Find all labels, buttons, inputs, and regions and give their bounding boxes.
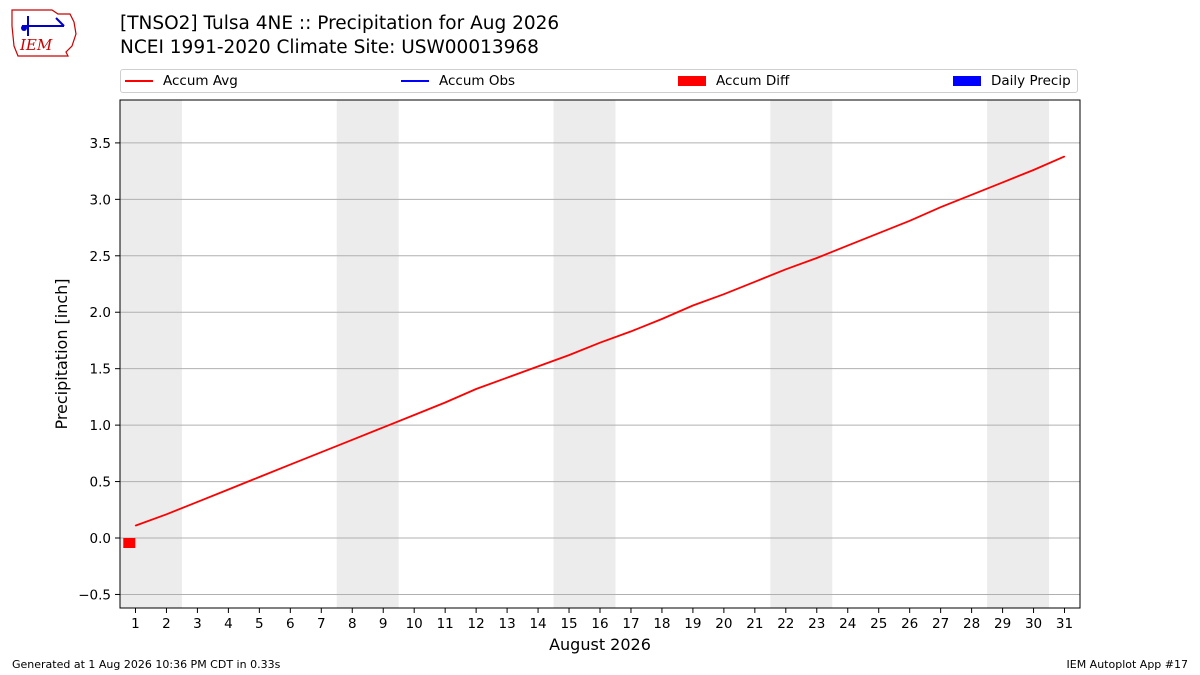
chart-title: [TNSO2] Tulsa 4NE :: Precipitation for A… [120,13,560,34]
accum-avg-point-day-15 [568,354,570,356]
x-tick-label-20: 20 [715,616,732,632]
x-tick-label-6: 6 [286,616,295,632]
x-tick-label-30: 30 [1025,616,1042,632]
accum-avg-point-day-12 [475,388,477,390]
x-tick-label-15: 15 [560,616,577,632]
legend-item-accum-avg: Accum Avg [125,73,238,89]
legend-swatch-daily-precip [953,76,981,86]
footer-generated-text: Generated at 1 Aug 2026 10:36 PM CDT in … [12,658,281,671]
x-tick-label-13: 13 [499,616,516,632]
y-tick-label-3: 1.0 [90,418,111,434]
legend-label-accum-avg: Accum Avg [163,73,238,89]
accum-avg-point-day-27 [940,206,942,208]
accum-avg-point-day-17 [630,330,632,333]
accum-avg-point-day-26 [909,220,911,222]
legend-swatch-accum-avg [125,80,153,82]
accum-avg-point-day-20 [723,293,725,295]
accum-avg-point-day-14 [537,365,539,368]
accum-avg-point-day-11 [444,401,446,404]
legend: Accum Avg Accum Obs Accum Diff Daily Pre… [120,69,1078,93]
accum-avg-point-day-18 [661,318,663,320]
accum-avg-point-day-30 [1032,169,1035,171]
legend-label-accum-obs: Accum Obs [439,73,516,89]
x-tick-label-9: 9 [379,616,388,632]
x-tick-label-25: 25 [870,616,887,632]
x-tick-label-3: 3 [193,616,202,632]
accum-avg-point-day-1 [134,524,137,527]
legend-item-daily-precip: Daily Precip [953,73,1071,89]
x-tick-label-5: 5 [255,616,264,632]
x-tick-label-19: 19 [684,616,701,632]
legend-label-daily-precip: Daily Precip [991,73,1071,89]
x-tick-label-17: 17 [622,616,639,632]
accum-avg-point-day-29 [1001,181,1004,184]
legend-swatch-accum-diff [678,76,706,86]
x-tick-label-7: 7 [317,616,326,632]
accum-avg-point-day-5 [258,476,260,478]
x-tick-label-8: 8 [348,616,357,632]
accum-avg-point-day-25 [878,232,880,234]
accum-avg-point-day-16 [599,342,601,344]
x-tick-label-28: 28 [963,616,980,632]
x-axis-label: August 2026 [549,635,651,654]
legend-item-accum-obs: Accum Obs [401,73,515,89]
y-axis-label: Precipitation [inch] [52,278,71,429]
accum-avg-point-day-31 [1063,155,1066,158]
x-tick-label-16: 16 [591,616,608,632]
accum-avg-point-day-10 [413,414,415,416]
x-tick-label-12: 12 [468,616,485,632]
y-tick-label-7: 3.0 [90,192,111,208]
y-tick-label-4: 1.5 [90,362,111,378]
accum-avg-point-day-24 [847,245,849,247]
accum-avg-point-day-13 [506,377,508,379]
weekend-band-1 [120,100,182,608]
weekend-band-4 [770,100,833,608]
x-tick-label-11: 11 [437,616,454,632]
chart-subtitle: NCEI 1991-2020 Climate Site: USW00013968 [120,37,539,58]
accum-avg-point-day-3 [196,501,199,503]
x-tick-label-27: 27 [932,616,949,632]
y-tick-label-5: 2.0 [90,305,111,321]
accum-avg-point-day-19 [692,304,694,307]
accum-diff-bar-1 [123,538,136,549]
legend-label-accum-diff: Accum Diff [716,73,790,89]
accum-avg-point-day-6 [289,464,291,466]
x-tick-label-22: 22 [777,616,794,632]
x-tick-label-10: 10 [406,616,423,632]
y-tick-label-8: 3.5 [90,136,111,152]
accum-avg-point-day-2 [165,513,168,515]
accum-avg-point-day-28 [971,194,973,196]
x-tick-label-31: 31 [1056,616,1073,632]
y-tick-label-2: 0.5 [90,475,111,491]
x-tick-label-29: 29 [994,616,1011,632]
legend-item-accum-diff: Accum Diff [678,73,789,89]
y-tick-label-1: 0.0 [90,531,111,547]
accum-avg-point-day-22 [785,268,787,270]
x-tick-label-18: 18 [653,616,670,632]
x-tick-label-4: 4 [224,616,233,632]
accum-avg-point-day-7 [320,451,322,453]
y-tick-label-6: 2.5 [90,249,111,265]
accum-avg-point-day-4 [227,488,229,491]
accum-avg-point-day-8 [351,439,353,441]
accum-avg-point-day-21 [754,281,756,283]
y-tick-label-0: −0.5 [78,587,111,603]
x-tick-label-14: 14 [529,616,546,632]
weekend-band-3 [553,100,616,608]
x-tick-label-24: 24 [839,616,856,632]
x-tick-label-23: 23 [808,616,825,632]
footer-app-id: IEM Autoplot App #17 [1066,658,1189,671]
weekend-band-2 [336,100,399,608]
iem-logo-text: IEM [19,36,53,54]
x-tick-label-26: 26 [901,616,918,632]
accum-avg-point-day-23 [816,257,818,259]
x-tick-label-1: 1 [131,616,140,632]
accum-avg-point-day-9 [382,426,384,428]
legend-swatch-accum-obs [401,80,429,82]
iem-logo: IEM [11,9,77,57]
x-tick-label-2: 2 [162,616,171,632]
x-tick-label-21: 21 [746,616,763,632]
